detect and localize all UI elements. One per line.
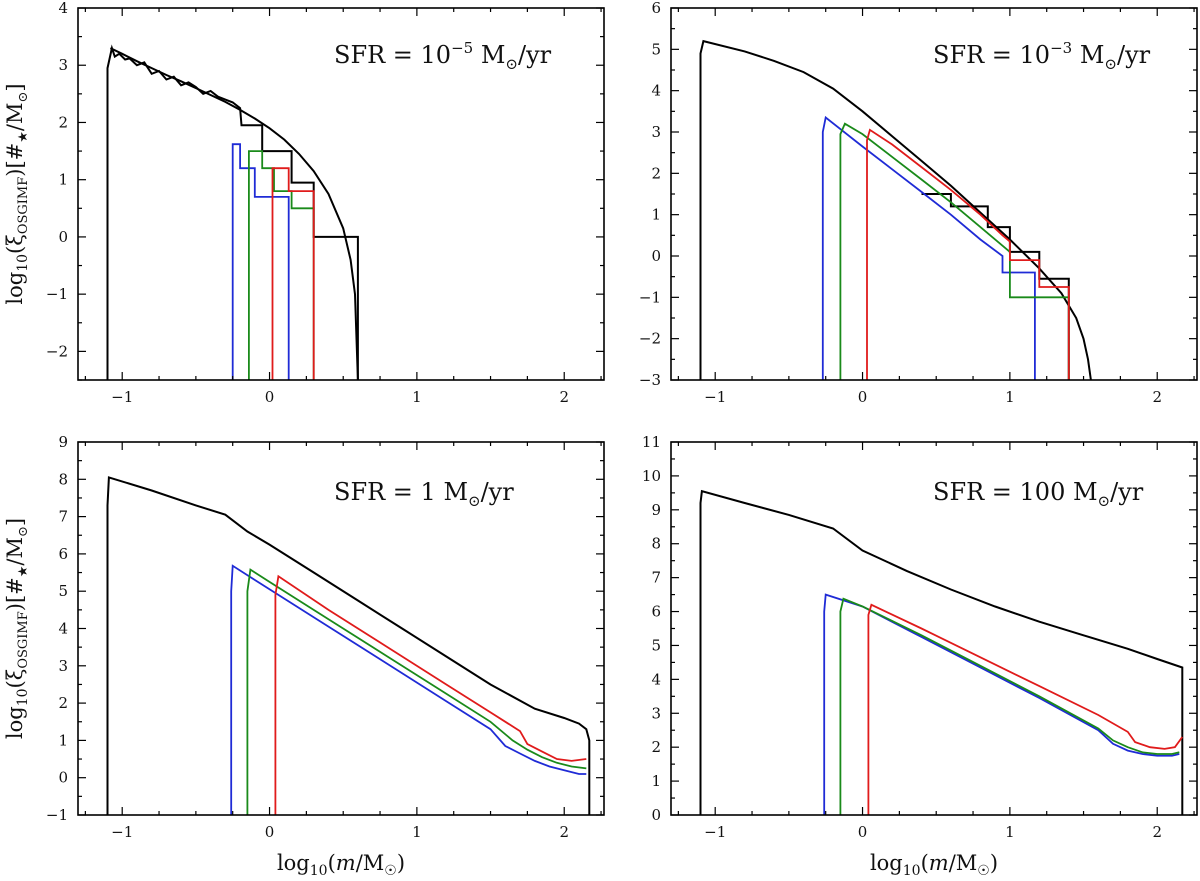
- y-tick-label: 1: [58, 731, 68, 749]
- series-line-1: [106, 476, 591, 815]
- panel-bottom-right: −1 0 1 2 0 1 2 3 4 5 6 7 8 9 10 11 SFR = 100 M⊙/yr log10(…: [642, 433, 1198, 879]
- y-tick-label: 2: [58, 113, 68, 131]
- y-tick-label: 4: [651, 670, 661, 688]
- x-tick-label: 2: [559, 388, 569, 406]
- x-tick-label: −1: [704, 388, 726, 406]
- series-line-2: [106, 44, 359, 380]
- x-tick-label: 0: [265, 823, 275, 841]
- y-tick-label: 7: [58, 508, 68, 526]
- plot-frame: [77, 7, 605, 381]
- y-tick-label: 5: [651, 636, 661, 654]
- y-tick-label: 8: [58, 470, 68, 488]
- y-tick-label: −2: [639, 330, 661, 348]
- y-tick-label: 0: [58, 769, 68, 787]
- series-line-3: [246, 568, 587, 815]
- series-group: [106, 44, 359, 380]
- x-tick-label: 0: [265, 388, 275, 406]
- y-tick-label: 3: [58, 56, 68, 74]
- x-tick-label: −1: [704, 823, 726, 841]
- sfr-annotation: SFR = 100 M⊙/yr: [933, 478, 1144, 510]
- y-axis-label: log10(ξOSGIMF)[#★/M⊙]: [3, 83, 31, 304]
- series-line-1: [109, 47, 359, 380]
- sfr-annotation: SFR = 10−3 M⊙/yr: [933, 39, 1151, 73]
- panel-top-left: −1 0 1 2 −2 −1 0 1 2 3 4 SFR = 10−5 M⊙/yr log10(ξOSG…: [3, 0, 605, 406]
- y-tick-label: −1: [46, 285, 68, 303]
- y-tick-label: 1: [651, 772, 661, 790]
- y-tick-label: 9: [651, 501, 661, 519]
- series-line-3: [231, 143, 290, 380]
- series-group: [106, 476, 591, 815]
- series-line-1: [699, 489, 1184, 815]
- y-tick-label: 3: [651, 704, 661, 722]
- y-tick-label: 4: [58, 620, 68, 638]
- y-tick-label: 0: [651, 247, 661, 265]
- series-line-4: [274, 574, 587, 815]
- y-tick-label: 2: [651, 164, 661, 182]
- y-tick-label: 5: [58, 582, 68, 600]
- y-tick-label: −1: [46, 806, 68, 824]
- y-tick-label: 6: [58, 545, 68, 563]
- y-tick-label: −3: [639, 371, 661, 389]
- x-tick-label: 1: [412, 823, 422, 841]
- y-tick-label: −2: [46, 342, 68, 360]
- series-line-4: [867, 603, 1184, 815]
- sfr-annotation: SFR = 10−5 M⊙/yr: [334, 39, 552, 73]
- y-tick-label: 9: [58, 433, 68, 451]
- y-tick-label: −1: [639, 288, 661, 306]
- series-group: [699, 39, 1092, 380]
- x-tick-label: 1: [1005, 388, 1015, 406]
- x-tick-label: 2: [1152, 388, 1162, 406]
- series-line-4: [247, 150, 315, 380]
- series-group: [699, 489, 1184, 815]
- y-tick-label: 4: [651, 82, 661, 100]
- y-tick-label: 1: [651, 206, 661, 224]
- y-tick-label: 5: [651, 40, 661, 58]
- series-line-3: [839, 597, 1180, 815]
- x-tick-label: 0: [858, 823, 868, 841]
- y-tick-label: 3: [58, 657, 68, 675]
- y-tick-label: 8: [651, 535, 661, 553]
- y-tick-label: 6: [651, 0, 661, 17]
- panel-top-right: −1 0 1 2 −3 −2 −1 0 1 2 3 4 5 6 SFR = 10−3 M⊙/yr: [639, 0, 1198, 406]
- y-tick-label: 2: [58, 694, 68, 712]
- y-tick-label: 0: [58, 228, 68, 246]
- series-line-2: [230, 564, 587, 815]
- panel-bottom-left: −1 0 1 2 −1 0 1 2 3 4 5 6 7 8 9 SFR = 1 M⊙/yr log10(ξOSG…: [3, 433, 605, 879]
- x-axis-label: log10(m/M☉): [870, 851, 998, 879]
- x-tick-label: −1: [111, 388, 133, 406]
- series-line-2: [823, 593, 1180, 815]
- x-tick-label: 2: [559, 823, 569, 841]
- series-line-4: [839, 122, 1070, 380]
- x-tick-label: 1: [412, 388, 422, 406]
- series-line-5: [271, 167, 315, 380]
- y-axis-label: log10(ξOSGIMF)[#★/M⊙]: [3, 518, 31, 739]
- y-tick-label: 11: [642, 433, 661, 451]
- x-tick-label: −1: [111, 823, 133, 841]
- series-line-1: [699, 39, 1092, 380]
- series-line-3: [821, 115, 1036, 380]
- sfr-annotation: SFR = 1 M⊙/yr: [334, 478, 514, 510]
- y-tick-label: 0: [651, 806, 661, 824]
- y-tick-label: 6: [651, 603, 661, 621]
- y-tick-label: 1: [58, 171, 68, 189]
- x-tick-label: 2: [1152, 823, 1162, 841]
- series-line-5: [866, 128, 1070, 380]
- y-tick-label: 4: [58, 0, 68, 17]
- y-tick-label: 2: [651, 738, 661, 756]
- y-tick-label: 10: [642, 467, 661, 485]
- x-axis-label: log10(m/M☉): [277, 851, 405, 879]
- y-tick-label: 7: [651, 569, 661, 587]
- x-tick-label: 1: [1005, 823, 1015, 841]
- x-tick-label: 0: [858, 388, 868, 406]
- y-tick-label: 3: [651, 123, 661, 141]
